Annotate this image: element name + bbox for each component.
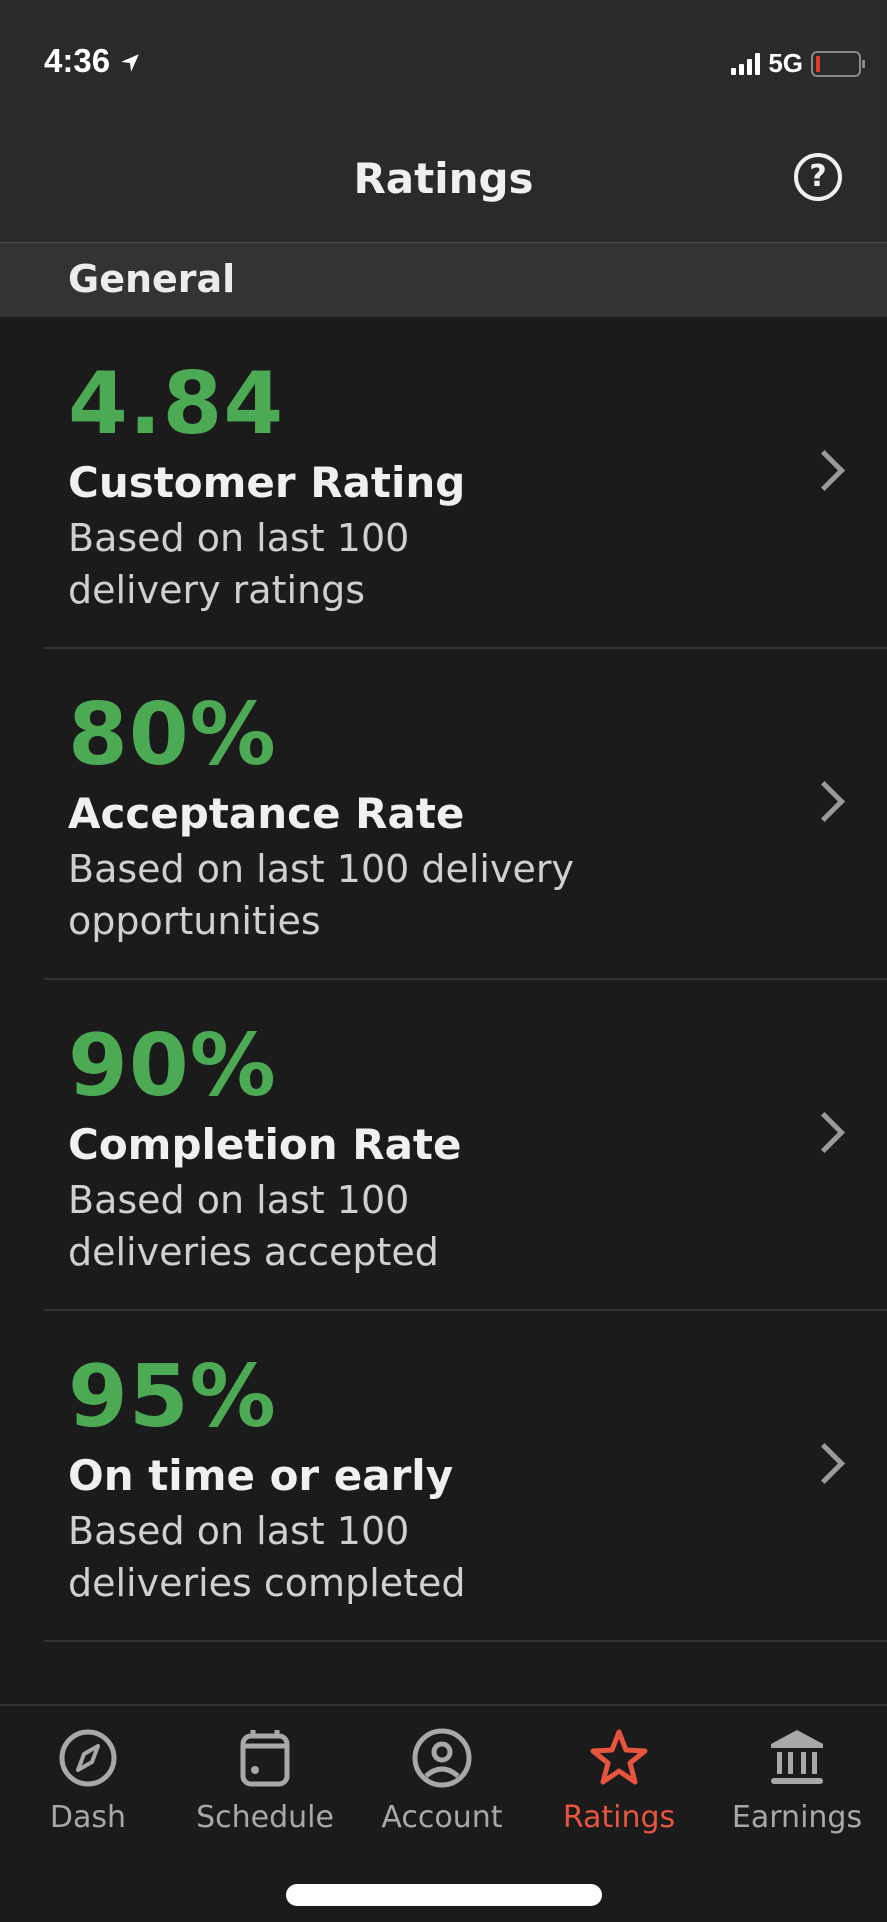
tab-label: Ratings (562, 1800, 676, 1835)
location-arrow-icon (121, 54, 140, 72)
tab-label: Earnings (731, 1800, 863, 1835)
tab-label: Schedule (196, 1800, 334, 1835)
metric-row-customer-rating[interactable]: 4.84 Customer Rating Based on last 100 d… (44, 316, 887, 649)
account-icon (412, 1728, 472, 1788)
home-indicator[interactable] (286, 1884, 602, 1906)
page-title: Ratings (353, 154, 534, 203)
metric-value: 95% (68, 1347, 277, 1447)
tab-earnings[interactable]: Earnings (712, 1726, 882, 1835)
header-bar: 4:36 5G Ratings ? (0, 0, 887, 242)
tab-ratings[interactable]: Ratings (534, 1726, 704, 1835)
calendar-icon (240, 1730, 290, 1787)
metric-label: On time or early (68, 1451, 454, 1500)
battery-icon (811, 50, 865, 77)
bank-icon (771, 1730, 823, 1784)
metric-description: Based on last 100 deliveries completed (68, 1509, 466, 1605)
tab-label: Dash (49, 1800, 127, 1835)
signal-icon (731, 52, 761, 75)
metric-description: Based on last 100 delivery ratings (68, 516, 410, 612)
status-time: 4:36 (44, 42, 141, 80)
metric-value: 90% (68, 1016, 277, 1116)
metric-description: Based on last 100 deliveries accepted (68, 1178, 439, 1274)
chevron-right-icon (803, 780, 846, 823)
tab-dash[interactable]: Dash (3, 1726, 173, 1835)
metric-value: 80% (68, 685, 277, 785)
compass-icon (59, 1729, 117, 1787)
metric-value: 4.84 (68, 354, 285, 454)
tab-label: Account (381, 1800, 503, 1835)
status-indicators: 5G (731, 48, 865, 79)
metric-row-acceptance-rate[interactable]: 80% Acceptance Rate Based on last 100 de… (44, 647, 887, 980)
star-icon (590, 1729, 648, 1785)
metric-row-on-time[interactable]: 95% On time or early Based on last 100 d… (44, 1309, 887, 1642)
question-circle-icon: ? (809, 159, 827, 194)
metric-label: Completion Rate (68, 1120, 462, 1169)
metric-label: Customer Rating (68, 458, 466, 507)
metric-row-completion-rate[interactable]: 90% Completion Rate Based on last 100 de… (44, 978, 887, 1311)
network-type: 5G (768, 48, 803, 78)
help-button[interactable]: ? (794, 153, 842, 201)
metric-label: Acceptance Rate (68, 789, 465, 838)
tab-schedule[interactable]: Schedule (180, 1726, 350, 1835)
chevron-right-icon (803, 1111, 846, 1154)
chevron-right-icon (803, 449, 846, 492)
section-header-general: General (0, 242, 887, 317)
section-title: General (68, 257, 236, 301)
chevron-right-icon (803, 1442, 846, 1485)
tab-account[interactable]: Account (357, 1726, 527, 1835)
metric-description: Based on last 100 delivery opportunities (68, 847, 574, 943)
